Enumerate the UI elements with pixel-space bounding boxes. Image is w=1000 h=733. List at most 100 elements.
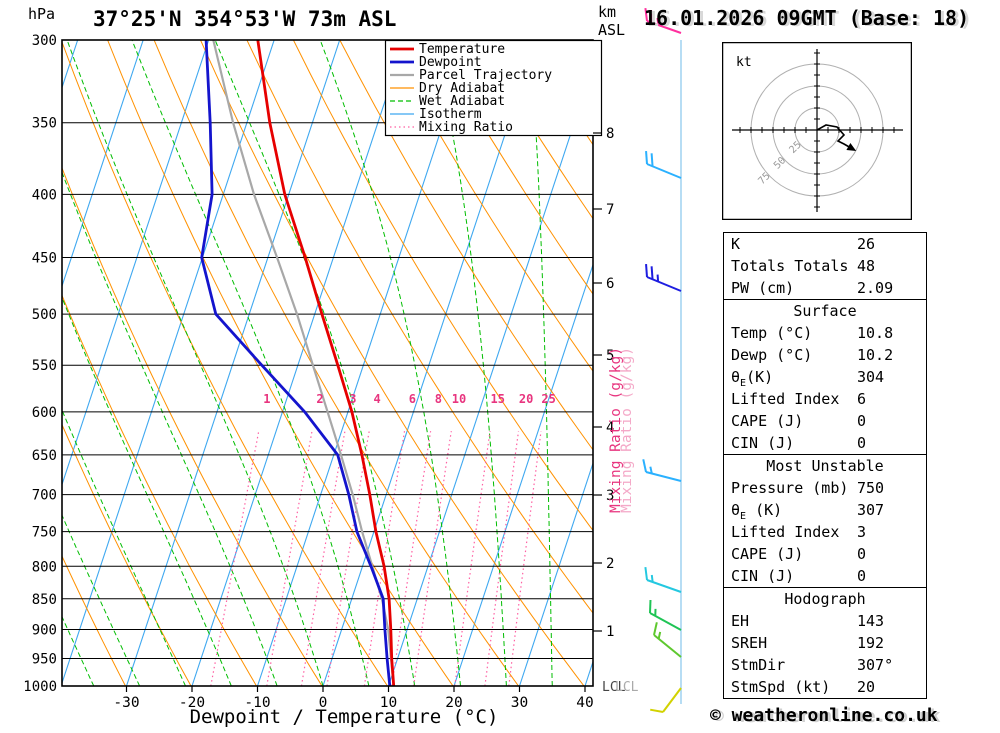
wind-barb [642,459,682,482]
temp-tick-label: 0 [319,695,328,711]
km-tick-label: 3 [606,488,614,504]
stat-value: 2.09 [857,279,894,297]
plot-border [61,39,594,687]
km-axis-unit: km [598,3,616,21]
mixing-ratio-lines [210,431,542,686]
pressure-tick-label: 350 [32,116,57,132]
stats-row: θE(K) 304 [724,366,926,389]
pressure-tick-label: 650 [32,448,57,464]
pressure-axis-unit: hPa [28,5,55,23]
stat-label: Lifted Index [731,390,840,408]
stats-row: EH 143 [724,610,926,632]
stat-label: Pressure (mb) [731,479,849,497]
temperature-axis-title: Dewpoint / Temperature (°C) [190,706,499,728]
pressure-tick-label: 800 [32,559,57,575]
stat-value: 0 [857,412,867,430]
stats-row: StmSpd (kt) 20 [724,676,926,698]
stat-value: 3 [857,523,867,541]
hodograph-trace [816,124,852,149]
km-tick-label: 2 [606,556,614,572]
wind-barb [650,687,682,713]
stats-row: CIN (J) 0 [724,565,926,587]
mixing-ratio-value-label: 6 [409,392,416,406]
lcl-marker: LCL [602,680,626,695]
stats-section-title: Surface [793,302,857,320]
stats-section: Surface Temp (°C) 10.8 Dewp (°C) 10.2 θE(K) 30… [723,299,927,455]
legend-label: Wet Adiabat [419,94,505,109]
wind-barb-column [642,7,682,713]
wind-barb [645,150,682,179]
km-tick-label: 8 [606,126,614,142]
hodograph-arrowhead [846,143,857,151]
isotherm-lines [62,40,593,686]
stats-row: K 26 [724,233,926,255]
copyright-text: © weatheronline.co.uk [710,705,938,726]
temp-tick-label: 30 [511,695,528,711]
stat-label: EH [731,612,750,630]
stats-row: CAPE (J) 0 [724,543,926,565]
legend-box [384,39,603,137]
stat-value: 0 [857,434,867,452]
stats-row: CIN (J) 0 [724,432,926,454]
stats-table: K 26 Totals Totals 48 PW (cm) 2.09 Surface Temp… [723,232,927,699]
stat-value: 20 [857,678,876,696]
mixing-ratio-axis-title: Mixing Ratio (g/kg) [608,347,624,513]
km-tick-label: 1 [606,624,614,640]
stat-value: 10.8 [857,324,894,342]
stat-label: PW (cm) [731,279,795,297]
stats-row: CAPE (J) 0 [724,410,926,432]
mixing-ratio-value-label: 20 [519,392,533,406]
stat-label: CAPE (J) [731,412,804,430]
stat-label: CIN (J) [731,567,795,585]
stat-label: CIN (J) [731,434,795,452]
stat-label: Totals Totals [731,257,849,275]
pressure-tick-label: 300 [32,33,57,49]
wind-barb [644,566,682,593]
temperature-line [256,40,396,686]
stat-value: 6 [857,390,867,408]
mixing-ratio-value-label: 2 [316,392,323,406]
km-tick-label: 4 [606,420,614,436]
stat-value: 304 [857,368,885,386]
datetime-title: 16.01.2026 09GMT (Base: 18) [644,6,970,30]
mixing-ratio-value-label: 15 [491,392,505,406]
pressure-tick-label: 500 [32,307,57,323]
stat-label: StmSpd (kt) [731,678,831,696]
pressure-tick-label: 750 [32,525,57,541]
stat-label: StmDir [731,656,786,674]
legend-label: Parcel Trajectory [419,68,552,83]
stat-value: 307° [857,656,894,674]
temp-tick-label: 40 [576,695,593,711]
stat-label-subscript: E [740,378,747,389]
pressure-tick-label: 700 [32,488,57,504]
mixing-ratio-value-label: 8 [435,392,442,406]
km-tick-label: 5 [606,348,614,364]
legend-label: Temperature [419,42,505,57]
stat-value: 750 [857,479,885,497]
hodograph-unit-label: kt [736,55,752,70]
wind-barb [653,622,682,658]
km-tick-label: 7 [606,202,614,218]
stat-value: 26 [857,235,876,253]
legend-label: Dewpoint [419,55,482,70]
stat-label: K [731,235,741,253]
station-title: 37°25'N 354°53'W 73m ASL [93,7,396,31]
stats-section: K 26 Totals Totals 48 PW (cm) 2.09 [723,232,927,300]
stat-value: 0 [857,545,867,563]
stats-row: θE (K) 307 [724,499,926,522]
pressure-tick-label: 1000 [23,679,57,695]
stat-label: CAPE (J) [731,545,804,563]
stat-label: θE (K) [731,501,783,522]
stat-label: Temp (°C) [731,324,813,342]
stat-value: 307 [857,501,885,519]
stats-row: SREH 192 [724,632,926,654]
stats-section: Most Unstable Pressure (mb) 750 θE (K) 307 Li… [723,454,927,588]
pressure-tick-label: 900 [32,622,57,638]
stat-label: θE(K) [731,368,774,389]
temp-tick-label: -30 [113,695,139,711]
temp-tick-label: 20 [445,695,462,711]
